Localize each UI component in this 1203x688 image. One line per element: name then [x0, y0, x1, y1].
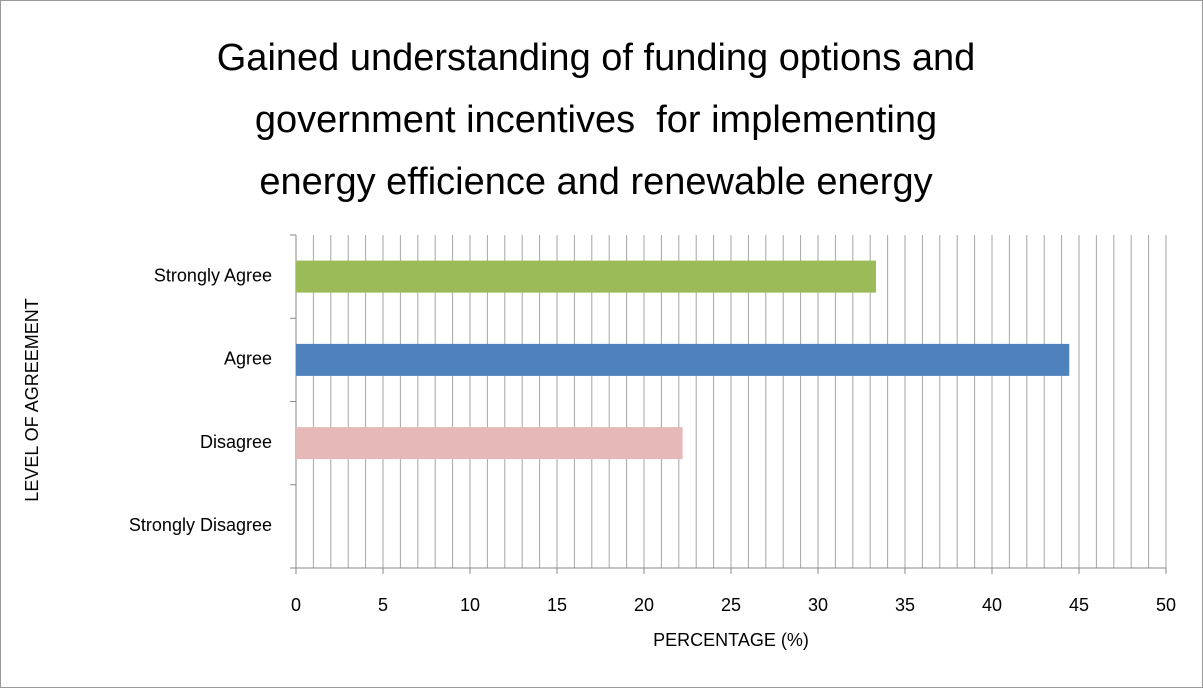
y-tick-label: Strongly Disagree [129, 515, 272, 535]
y-tick-label: Agree [224, 349, 272, 369]
x-axis-label: PERCENTAGE (%) [653, 630, 809, 650]
x-tick-label: 30 [808, 595, 828, 615]
x-tick-label: 50 [1156, 595, 1176, 615]
x-tick-label: 15 [547, 595, 567, 615]
x-tick-label: 0 [291, 595, 301, 615]
y-axis-label: LEVEL OF AGREEMENT [22, 298, 42, 501]
x-tick-label: 10 [460, 595, 480, 615]
bar [296, 427, 683, 460]
bar [296, 260, 876, 293]
chart-title: energy efficience and renewable energy [259, 161, 932, 203]
x-tick-label: 40 [982, 595, 1002, 615]
y-tick-label: Strongly Agree [154, 265, 272, 285]
x-tick-label: 5 [378, 595, 388, 615]
y-tick-label: Disagree [200, 432, 272, 452]
x-tick-label: 45 [1069, 595, 1089, 615]
x-tick-label: 35 [895, 595, 915, 615]
chart-title: government incentives for implementing [255, 99, 937, 141]
x-tick-label: 20 [634, 595, 654, 615]
x-tick-label: 25 [721, 595, 741, 615]
chart-title: Gained understanding of funding options … [217, 37, 975, 79]
bar [296, 343, 1070, 376]
